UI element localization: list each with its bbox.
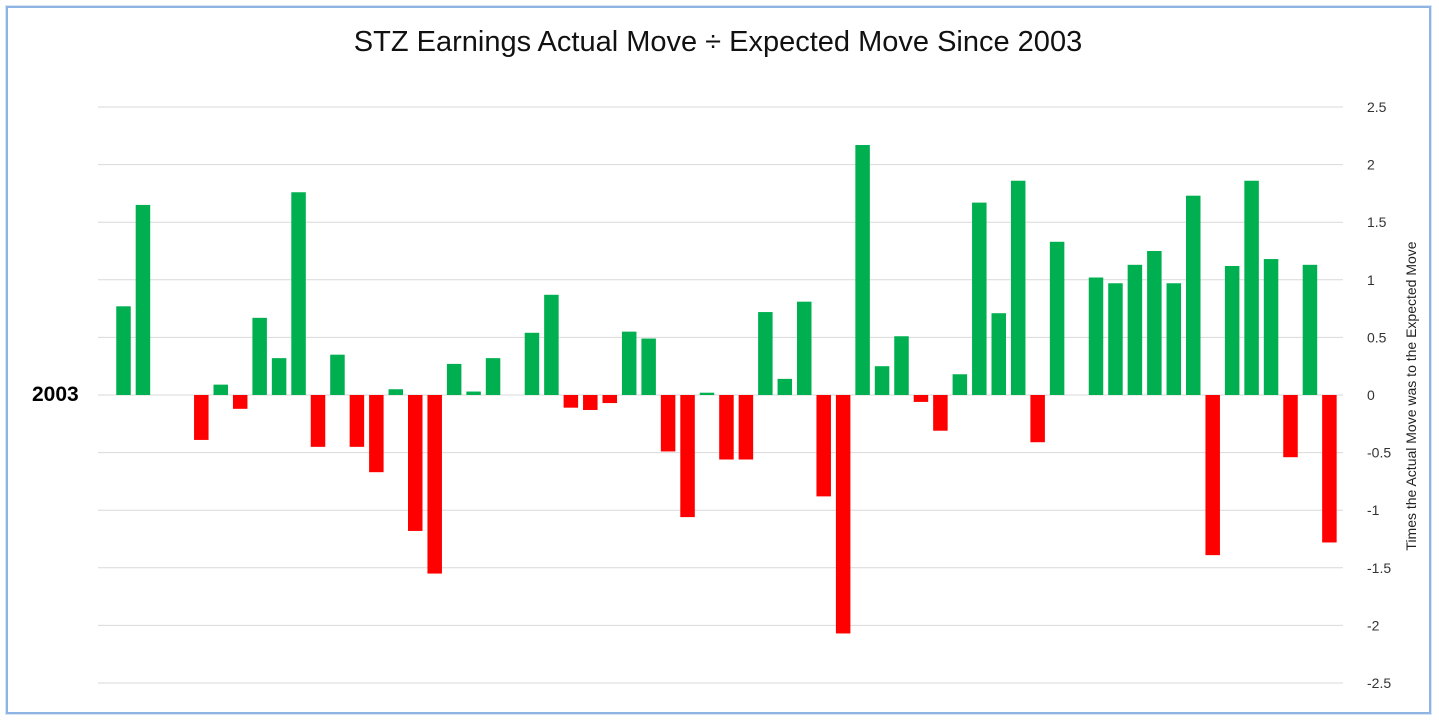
bar [855,145,870,395]
bar [349,395,365,447]
bar [291,192,306,395]
bar [135,204,151,395]
bar [446,363,462,395]
y-tick-label: 0 [1367,387,1375,403]
bar [1283,395,1298,458]
bar [485,358,501,395]
y-tick-label: -1 [1367,502,1380,518]
bar [408,395,423,531]
y-axis-ticks: 2.5 2 1.5 1 0.5 0 -0.5 -1 -1.5 -2 -2.5 [1367,99,1391,691]
bar [913,395,929,402]
bar [466,391,481,395]
chart-title: STZ Earnings Actual Move ÷ Expected Move… [353,26,1083,58]
bar [388,389,404,395]
y-tick-label: -0.5 [1367,445,1391,461]
bar [933,395,948,431]
bar [621,331,637,395]
bar [602,395,617,404]
bar [680,395,695,518]
bar [777,378,793,395]
bar [544,294,559,395]
bar [738,395,754,460]
bar [232,395,248,409]
y-tick-label: -2 [1367,617,1380,633]
bar [719,395,734,460]
bar [1244,180,1259,395]
bar [816,395,831,497]
bar [524,332,540,395]
bar [660,395,676,452]
bar [1263,259,1279,395]
y-tick-label: 2.5 [1367,99,1387,115]
bar [874,366,890,395]
bar [1147,251,1162,395]
y-tick-label: 1 [1367,272,1375,288]
bar [1108,283,1123,395]
bar [1049,241,1065,395]
bar [894,336,909,395]
bar [194,395,209,440]
bar [330,354,345,395]
bar [1088,277,1104,395]
bar [1186,195,1201,395]
bar [758,312,773,395]
bar [252,317,267,395]
bar [1166,283,1182,395]
bar [369,395,384,473]
bar [991,313,1006,395]
bar [1010,180,1026,395]
bar [116,306,131,395]
y-tick-label: 0.5 [1367,329,1387,345]
bar [1302,264,1318,395]
y-tick-label: 1.5 [1367,214,1387,230]
bar [797,301,812,395]
y-tick-label: -1.5 [1367,560,1391,576]
bar [1322,395,1337,543]
bar [310,395,326,447]
bar [972,202,987,395]
bar [563,395,579,408]
bar [213,384,228,395]
bar [1127,264,1143,395]
bar [952,374,968,395]
bar [427,395,442,574]
start-year-label: 2003 [32,383,79,406]
bar [583,395,598,410]
bar [641,338,656,395]
bar [271,358,287,395]
bar [699,392,715,395]
y-tick-label: 2 [1367,157,1375,173]
bar [1205,395,1220,556]
bar [1224,265,1240,395]
bar [1030,395,1045,443]
bar [835,395,851,634]
bars [116,145,1337,634]
y-tick-label: -2.5 [1367,675,1391,691]
